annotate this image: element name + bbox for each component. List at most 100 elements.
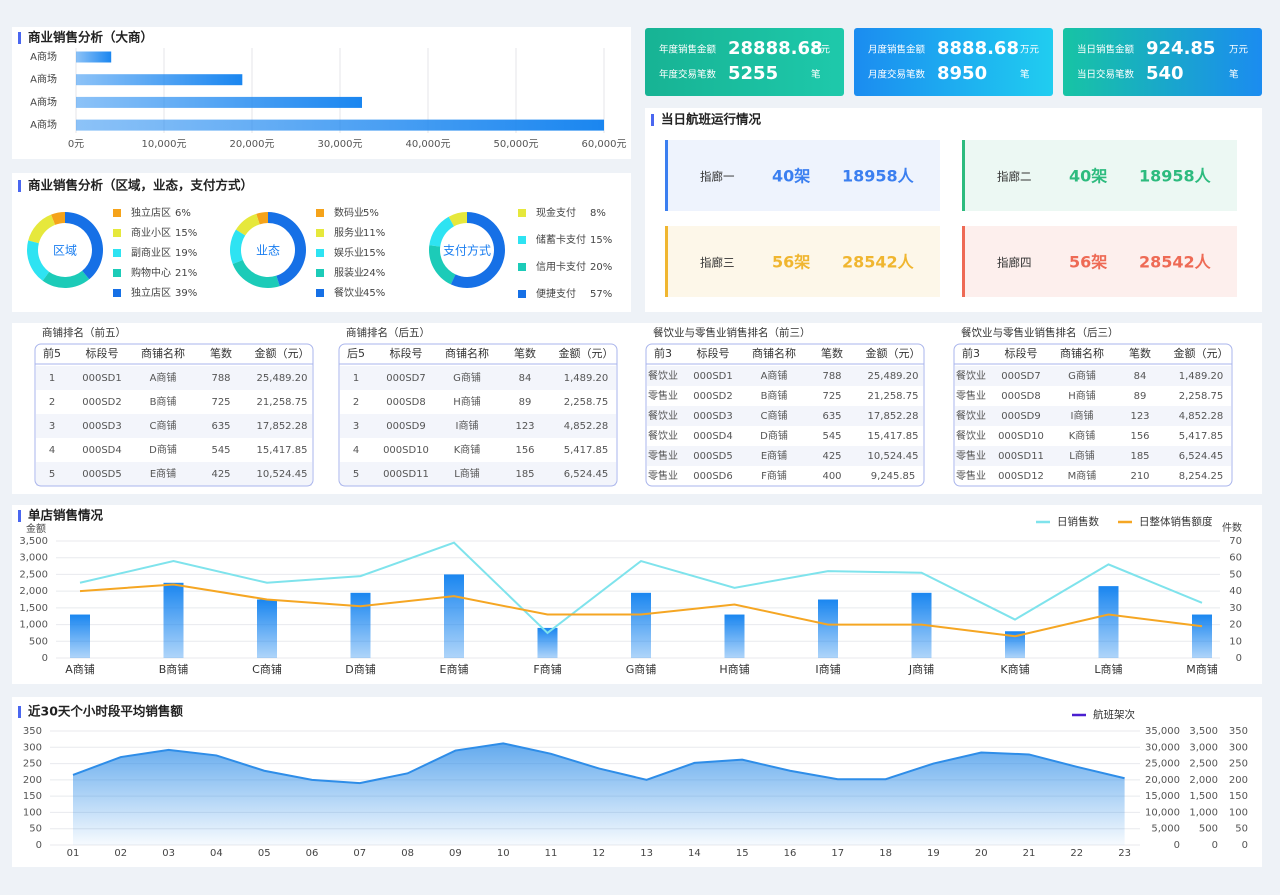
bar [1005, 631, 1025, 658]
table-cell: 1 [49, 373, 55, 384]
table-header: 商铺名称 [752, 346, 796, 360]
y4-tick-label: 100 [1229, 807, 1248, 818]
legend-label: 独立店区 [131, 206, 171, 219]
bar [76, 119, 604, 131]
legend-value: 24% [363, 268, 385, 279]
y4-tick-label: 250 [1229, 759, 1248, 770]
bar [163, 582, 184, 658]
table-cell: B商铺 [761, 389, 788, 402]
donut-slice [235, 213, 260, 236]
table-cell: 零售业 [956, 389, 986, 402]
kpi-label: 当日交易笔数 [1077, 69, 1135, 81]
y2-tick-label: 30,000 [1145, 742, 1180, 753]
y-tick-label: 0 [42, 653, 48, 664]
x-tick-label: K商铺 [1000, 662, 1029, 676]
panel-title: 单店销售情况 [28, 508, 104, 523]
panel-title: 当日航班运行情况 [661, 112, 762, 127]
table-cell: M商铺 [1068, 469, 1097, 482]
legend-label: 独立店区 [131, 286, 171, 299]
table-cell: 21,258.75 [257, 397, 308, 408]
table-cell: 3 [49, 421, 55, 432]
table-cell: 2 [49, 397, 55, 408]
table-cell: 000SD2 [82, 397, 122, 408]
donut-center-label: 业态 [256, 244, 280, 258]
table-cell: 000SD5 [82, 469, 122, 480]
y3-tick-label: 3,500 [1189, 726, 1218, 737]
y2-tick-label: 10,000 [1145, 807, 1180, 818]
table-cell: 餐饮业 [956, 429, 986, 442]
x-tick-label: 22 [1070, 848, 1083, 859]
table-cell: 185 [1130, 451, 1149, 462]
table-cell: 725 [211, 397, 230, 408]
table-cell: E商铺 [761, 449, 787, 462]
kpi-label: 当日销售金额 [1077, 44, 1135, 56]
table-cell: 8,254.25 [1179, 471, 1224, 482]
table-cell: D商铺 [149, 443, 177, 456]
legend-value: 45% [363, 288, 385, 299]
table-cell: 000SD9 [386, 421, 426, 432]
y2-tick-label: 30 [1229, 603, 1242, 614]
x-tick-label: H商铺 [719, 662, 749, 676]
table-cell: 210 [1130, 471, 1149, 482]
table-cell: B商铺 [150, 395, 177, 408]
legend-swatch [518, 290, 526, 298]
donut-slice [429, 245, 456, 285]
table-cell: 1,489.20 [1179, 371, 1224, 382]
table-cell: 餐饮业 [956, 409, 986, 422]
flight-box-accent [665, 140, 668, 211]
donut-slice [232, 259, 280, 288]
x-tick-label: 07 [353, 848, 366, 859]
flight-box-accent [962, 226, 965, 297]
y2-tick-label: 25,000 [1145, 759, 1180, 770]
x-tick-label: 02 [114, 848, 127, 859]
table-cell: 84 [1134, 371, 1147, 382]
y-tick-label: 1,000 [19, 620, 48, 631]
kpi-value: 5255 [728, 63, 778, 84]
table-row-bg [36, 366, 312, 390]
table-row-bg [36, 462, 312, 486]
kpi-label: 年度销售金额 [659, 44, 717, 56]
donut-slice [27, 240, 50, 281]
donut-center-label: 区域 [53, 244, 77, 258]
legend-label: 便捷支付 [536, 287, 576, 300]
table-cell: 10,524.45 [868, 451, 919, 462]
legend-value: 11% [363, 228, 385, 239]
title-marker [18, 32, 21, 44]
flight-label: 指廊一 [700, 170, 735, 184]
x-tick-label: 21 [1023, 848, 1036, 859]
legend-label: 服装业 [334, 266, 364, 279]
table-cell: 185 [515, 469, 534, 480]
flight-planes: 56架 [1069, 253, 1107, 272]
kpi-card [854, 28, 1053, 96]
table-header: 前3 [654, 346, 672, 360]
table-cell: G商铺 [1068, 369, 1096, 382]
kpi-card [645, 28, 844, 96]
donut-slice [230, 229, 246, 264]
x-tick-label: 04 [210, 848, 223, 859]
table-header: 金额（元） [866, 346, 921, 360]
kpi-unit: 笔 [1020, 69, 1030, 81]
table-cell: 000SD10 [383, 445, 429, 456]
y4-tick-label: 150 [1229, 791, 1248, 802]
table-frame [338, 343, 618, 487]
donut-slice [42, 270, 90, 288]
bar [76, 74, 243, 86]
table-frame [645, 343, 925, 487]
kpi-label: 月度销售金额 [868, 44, 926, 56]
legend-label: 航班架次 [1093, 708, 1135, 721]
table-header: 标段号 [1005, 346, 1038, 360]
x-tick-label: 17 [831, 848, 844, 859]
bar [76, 96, 362, 108]
table-row-bg [647, 446, 923, 466]
flight-people: 28542人 [1139, 253, 1212, 272]
table-cell: 2,258.75 [564, 397, 609, 408]
table-cell: 4,852.28 [1179, 411, 1224, 422]
y-tick-label: 50 [29, 824, 42, 835]
bar [444, 574, 464, 658]
table-cell: 000SD3 [82, 421, 122, 432]
table-cell: 零售业 [956, 469, 986, 482]
title-marker [18, 510, 21, 522]
table-cell: 000SD4 [693, 431, 733, 442]
y-tick-label: 2,000 [19, 586, 48, 597]
